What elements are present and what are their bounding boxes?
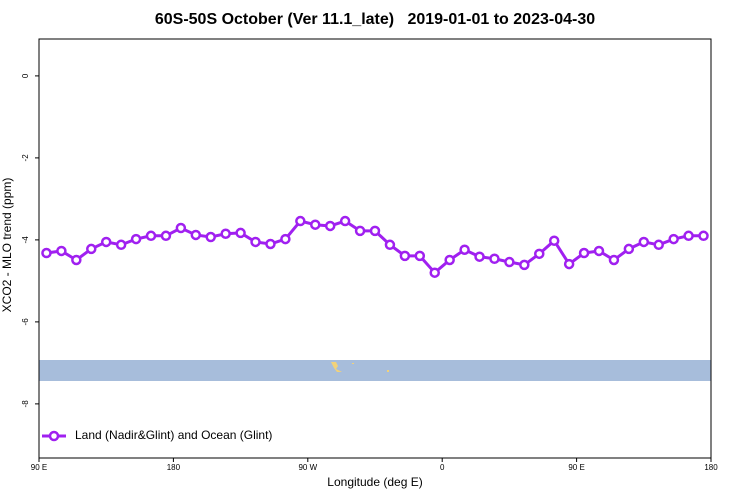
chart-title: 60S-50S October (Ver 11.1_late) 2019-01-…: [155, 11, 595, 28]
point: [519, 259, 530, 271]
legend-label: Land (Nadir&Glint) and Ocean (Glint): [75, 428, 272, 442]
land-patch: [352, 363, 354, 364]
point: [578, 247, 590, 259]
point: [115, 239, 127, 251]
x-axis-label: Longitude (deg E): [327, 475, 422, 489]
point: [265, 238, 276, 250]
point: [190, 229, 202, 241]
x-tick-label: 90 W: [298, 463, 317, 472]
point: [429, 267, 440, 278]
point: [310, 219, 321, 230]
land-patch: [387, 370, 389, 372]
y-axis-label: XCO2 - MLO trend (ppm): [0, 178, 14, 313]
point: [56, 245, 67, 257]
y-tick-label: -4: [21, 236, 30, 244]
point: [130, 233, 142, 245]
point: [354, 225, 366, 237]
x-tick-label: 90 E: [568, 463, 584, 472]
point: [41, 247, 52, 259]
map-strip: [39, 360, 711, 381]
x-tick-label: 180: [704, 463, 718, 472]
plot-frame: [38, 38, 712, 459]
y-tick-label: -8: [21, 400, 30, 408]
point: [593, 245, 605, 257]
point: [534, 248, 545, 260]
y-tick-label: 0: [21, 73, 30, 78]
point: [683, 230, 694, 242]
point: [504, 256, 515, 268]
point: [324, 220, 336, 232]
point: [444, 254, 455, 266]
point: [698, 230, 709, 242]
point: [414, 250, 426, 262]
x-tick-label: 180: [167, 463, 181, 472]
point: [384, 239, 396, 251]
point: [653, 239, 664, 251]
point: [548, 235, 560, 246]
point: [71, 254, 82, 266]
land-patch: [331, 362, 342, 372]
point: [280, 233, 291, 245]
point: [100, 236, 112, 248]
point: [623, 243, 635, 255]
point: [369, 225, 381, 237]
point: [608, 254, 620, 266]
point: [235, 227, 246, 239]
legend-marker: [48, 430, 60, 442]
point: [399, 250, 411, 262]
point: [489, 253, 500, 264]
y-tick-label: -6: [21, 318, 30, 326]
x-tick-label: 90 E: [31, 463, 47, 472]
point: [295, 215, 306, 227]
y-tick-label: -2: [21, 154, 30, 162]
point: [220, 228, 231, 239]
point: [459, 244, 470, 255]
point: [250, 236, 261, 248]
point: [160, 230, 172, 242]
point: [638, 236, 650, 248]
point: [86, 243, 97, 255]
point: [339, 215, 351, 227]
point: [563, 258, 575, 270]
x-tick-label: 0: [440, 463, 445, 472]
point: [205, 231, 216, 243]
point: [145, 230, 157, 242]
point: [474, 251, 485, 262]
point: [668, 233, 679, 245]
point: [175, 222, 187, 234]
